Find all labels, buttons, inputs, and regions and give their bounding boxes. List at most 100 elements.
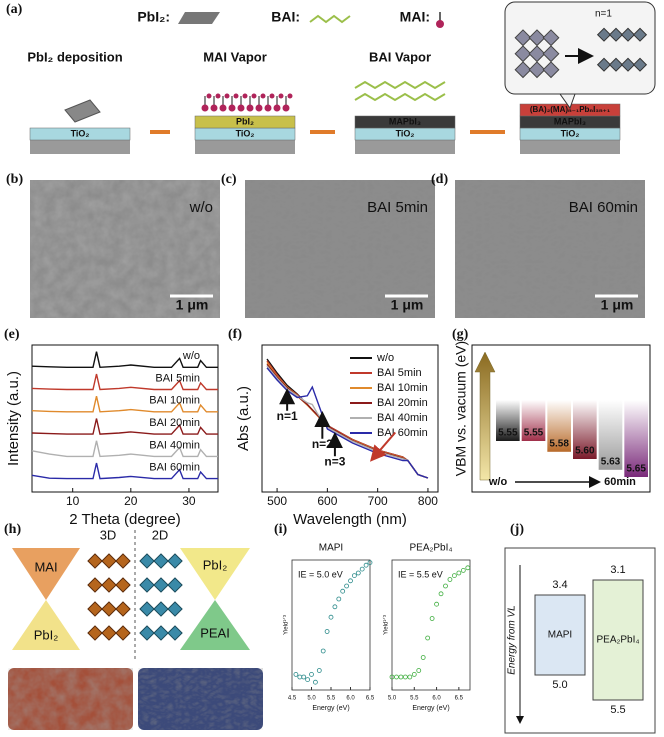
mai-molecule xyxy=(246,104,254,112)
panel-label: (h) xyxy=(4,522,21,537)
data-point xyxy=(336,596,342,602)
value-label: 5.63 xyxy=(601,456,621,467)
mai-molecule xyxy=(269,93,275,99)
vbm-bar xyxy=(573,400,597,459)
vbm-bar xyxy=(521,400,546,441)
mai-molecule xyxy=(242,93,248,99)
value-label: 5.58 xyxy=(549,438,569,449)
sample-label: BAI 60min xyxy=(569,199,638,216)
octahedron xyxy=(632,27,648,42)
series-label: BAI 60min xyxy=(149,462,200,474)
pbi2-icon xyxy=(178,12,220,24)
series-line xyxy=(31,418,218,435)
mai-molecule xyxy=(206,93,212,99)
layer-label: TiO₂ xyxy=(236,128,255,138)
legend-label: w/o xyxy=(376,352,394,364)
source-cone xyxy=(180,600,250,650)
vbm-bar xyxy=(598,400,623,470)
octahedron-2d xyxy=(167,601,183,617)
legend-label: BAI 20min xyxy=(377,397,428,409)
x-axis-label: Energy (eV) xyxy=(312,705,349,712)
y-axis-label: Energy from VL xyxy=(507,605,518,674)
sample-label: w/o xyxy=(189,199,213,216)
legend-label: BAI 40min xyxy=(377,412,428,424)
octahedron-2d xyxy=(153,625,169,641)
mai-icon xyxy=(436,20,444,28)
octahedron xyxy=(596,57,612,72)
series-line xyxy=(31,373,218,391)
data-point xyxy=(389,674,395,680)
panel-label: (a) xyxy=(6,2,23,17)
source-cone xyxy=(12,548,80,600)
data-point xyxy=(460,568,466,573)
data-point xyxy=(367,560,373,565)
x-tick-label: 30 xyxy=(182,494,196,508)
x-tick-label: 700 xyxy=(368,494,388,508)
plot-frame xyxy=(471,344,651,493)
y-axis-label: VBM vs. vacuum (eV) xyxy=(453,341,469,476)
data-point xyxy=(348,578,353,584)
y-axis-label: Yield¹ᐟ³ xyxy=(283,615,290,635)
octahedron-2d xyxy=(139,601,155,617)
octahedron-2d xyxy=(153,577,169,593)
energy-label: 5.5 xyxy=(610,704,625,716)
step-label: PbI₂ deposition xyxy=(27,49,122,64)
octahedron xyxy=(514,61,532,79)
octahedron-3d xyxy=(87,601,103,617)
annotation: n=1 xyxy=(277,409,298,423)
x-axis-label: 2 Theta (degree) xyxy=(69,511,180,528)
annotation: n=2 xyxy=(312,437,333,451)
energy-label: 3.1 xyxy=(610,564,625,576)
bai-molecule xyxy=(354,92,446,102)
panel-label: (e) xyxy=(4,327,20,342)
layer-label: TiO₂ xyxy=(396,128,415,138)
panel-label: (d) xyxy=(431,172,448,187)
data-point xyxy=(411,672,417,677)
x-tick-label: 6.5 xyxy=(366,696,375,702)
octahedron-2d xyxy=(153,553,169,569)
octahedron xyxy=(542,45,560,63)
legend-label: PbI₂: xyxy=(137,9,170,25)
layer-label: MAPbI₃ xyxy=(554,116,586,126)
data-point xyxy=(355,570,361,576)
data-point xyxy=(398,674,404,680)
octahedron-3d xyxy=(101,553,117,569)
legend-label: BAI 60min xyxy=(377,427,428,439)
octahedron-3d xyxy=(115,577,131,593)
annotation: n=3 xyxy=(324,454,345,468)
substrate xyxy=(195,140,295,154)
layer-label: (BA)₂(MA)ₙ₋₁PbₙI₃ₙ₊₁ xyxy=(530,105,611,114)
x-tick-label: 20 xyxy=(124,494,138,508)
inset-pointer xyxy=(559,93,576,110)
octahedron xyxy=(608,27,624,42)
data-point xyxy=(363,562,369,568)
layer-label: TiO₂ xyxy=(561,128,580,138)
mai-molecule xyxy=(237,104,245,112)
inset xyxy=(504,1,656,95)
panel-label: (i) xyxy=(274,522,288,537)
mai-molecule xyxy=(201,104,209,112)
data-point xyxy=(465,565,471,571)
data-point xyxy=(443,583,448,589)
mai-molecule xyxy=(224,93,230,99)
step-label: MAI Vapor xyxy=(203,49,267,64)
octahedron xyxy=(608,57,624,72)
mai-molecule xyxy=(215,93,221,99)
series-line xyxy=(31,440,218,458)
legend-label: BAI 5min xyxy=(377,367,422,379)
panel-label: (j) xyxy=(510,522,524,537)
data-point xyxy=(301,674,307,680)
series-label: BAI 5min xyxy=(155,372,200,384)
crystal xyxy=(64,99,101,123)
series-label: w/o xyxy=(182,350,200,362)
series-line xyxy=(31,462,218,480)
octahedron-3d xyxy=(87,577,103,593)
octahedron xyxy=(514,45,532,63)
data-point xyxy=(420,655,426,660)
trend-arrow xyxy=(370,431,397,462)
data-point xyxy=(351,573,357,578)
octahedron-3d xyxy=(87,553,103,569)
layer xyxy=(194,115,296,129)
data-point xyxy=(425,635,431,641)
